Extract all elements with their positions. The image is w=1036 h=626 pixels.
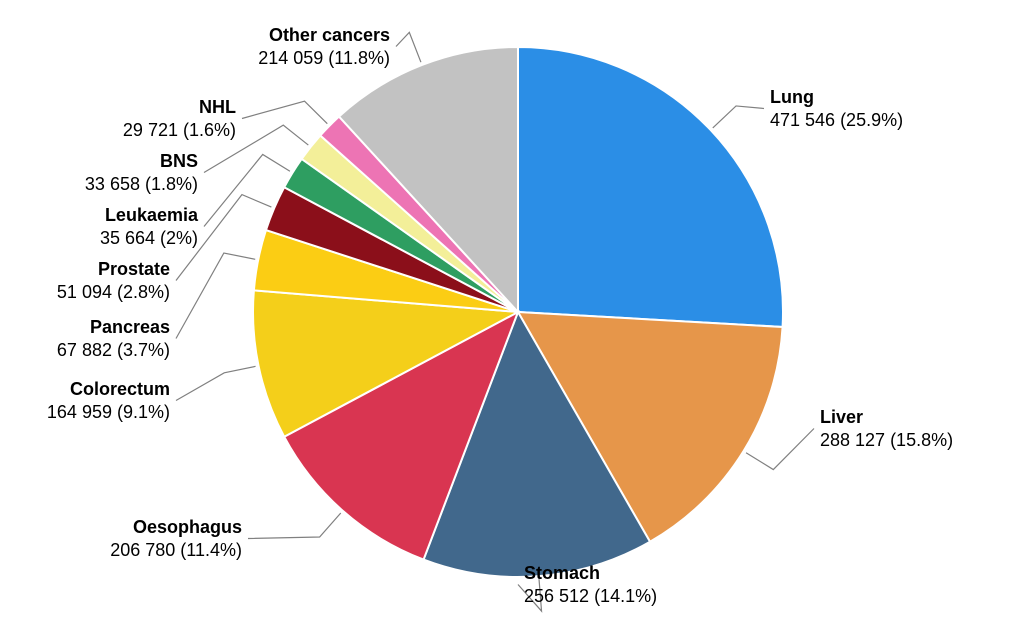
pie-label-liver: Liver288 127 (15.8%) bbox=[820, 406, 953, 451]
pie-label-nhl: NHL29 721 (1.6%) bbox=[123, 96, 236, 141]
pie-label-value: 471 546 (25.9%) bbox=[770, 109, 903, 132]
pie-label-value: 29 721 (1.6%) bbox=[123, 119, 236, 142]
pie-label-value: 67 882 (3.7%) bbox=[57, 339, 170, 362]
pie-label-colorectum: Colorectum164 959 (9.1%) bbox=[47, 378, 170, 423]
pie-label-name: Pancreas bbox=[57, 316, 170, 339]
pie-label-bns: BNS33 658 (1.8%) bbox=[85, 150, 198, 195]
pie-label-value: 214 059 (11.8%) bbox=[258, 47, 390, 70]
pie-label-value: 288 127 (15.8%) bbox=[820, 429, 953, 452]
pie-label-name: Prostate bbox=[57, 258, 170, 281]
pie-label-prostate: Prostate51 094 (2.8%) bbox=[57, 258, 170, 303]
pie-label-name: Other cancers bbox=[258, 24, 390, 47]
pie-label-value: 51 094 (2.8%) bbox=[57, 281, 170, 304]
pie-label-name: Colorectum bbox=[47, 378, 170, 401]
pie-label-stomach: Stomach256 512 (14.1%) bbox=[524, 562, 657, 607]
pie-label-value: 35 664 (2%) bbox=[100, 227, 198, 250]
pie-label-leukaemia: Leukaemia35 664 (2%) bbox=[100, 204, 198, 249]
pie-label-name: Lung bbox=[770, 86, 903, 109]
pie-label-pancreas: Pancreas67 882 (3.7%) bbox=[57, 316, 170, 361]
pie-label-name: Liver bbox=[820, 406, 953, 429]
pie-label-value: 164 959 (9.1%) bbox=[47, 401, 170, 424]
pie-label-name: Oesophagus bbox=[110, 516, 242, 539]
pie-label-value: 33 658 (1.8%) bbox=[85, 173, 198, 196]
pie-label-name: Stomach bbox=[524, 562, 657, 585]
pie-label-value: 206 780 (11.4%) bbox=[110, 539, 242, 562]
pie-label-name: BNS bbox=[85, 150, 198, 173]
pie-chart: Lung471 546 (25.9%) Liver288 127 (15.8%) S… bbox=[0, 0, 1036, 626]
pie-label-value: 256 512 (14.1%) bbox=[524, 585, 657, 608]
pie-label-name: Leukaemia bbox=[100, 204, 198, 227]
pie-label-oesophagus: Oesophagus206 780 (11.4%) bbox=[110, 516, 242, 561]
pie-label-other-cancers: Other cancers214 059 (11.8%) bbox=[258, 24, 390, 69]
pie-label-lung: Lung471 546 (25.9%) bbox=[770, 86, 903, 131]
pie-label-name: NHL bbox=[123, 96, 236, 119]
